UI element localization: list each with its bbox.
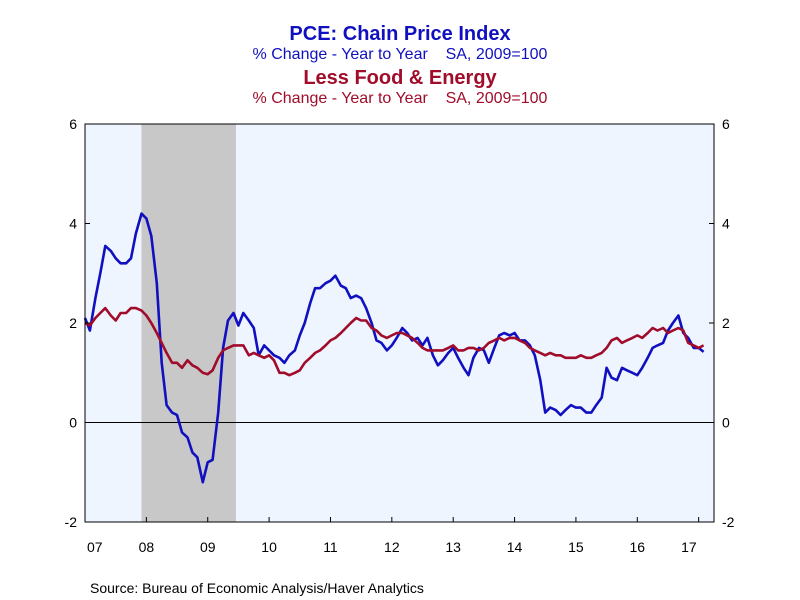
- y-tick-label-right: 6: [722, 116, 730, 132]
- source-note: Source: Bureau of Economic Analysis/Have…: [90, 580, 424, 596]
- y-tick-label-right: 4: [722, 216, 730, 232]
- x-tick-label: 13: [445, 539, 461, 555]
- y-tick-label-left: 2: [69, 315, 77, 331]
- x-tick-label: 15: [568, 539, 584, 555]
- series1-subtitle: % Change - Year to Year SA, 2009=100: [253, 46, 548, 63]
- y-axis-right: -2 0 2 4 6: [709, 116, 735, 530]
- y-axis-left: -2 0 2 4 6: [65, 116, 90, 530]
- x-tick-label: 14: [507, 539, 523, 555]
- series2-subtitle: % Change - Year to Year SA, 2009=100: [253, 90, 548, 107]
- x-tick-label: 16: [630, 539, 646, 555]
- x-tick-label: 17: [681, 539, 697, 555]
- series2-title: Less Food & Energy: [303, 67, 497, 89]
- series-line-2: [84, 306, 705, 377]
- x-tick-label: 12: [384, 539, 400, 555]
- series1-title: PCE: Chain Price Index: [289, 23, 510, 45]
- y-tick-label-right: -2: [722, 514, 735, 530]
- x-axis: 07 08 09 10 11 12 13 14 15 16 17: [84, 517, 700, 555]
- y-tick-label-left: -2: [65, 514, 78, 530]
- y-tick-label-right: 0: [722, 415, 730, 431]
- series-line-1: [83, 212, 705, 484]
- y-tick-label-right: 2: [722, 315, 730, 331]
- x-tick-label: 11: [323, 539, 338, 555]
- x-tick-label: 07: [87, 539, 103, 555]
- recession-shading: [141, 124, 236, 522]
- x-tick-label: 09: [200, 539, 216, 555]
- series-layer: [83, 212, 705, 484]
- x-tick-label: 08: [139, 539, 155, 555]
- y-tick-label-left: 0: [69, 415, 77, 431]
- x-tick-label: 10: [261, 539, 277, 555]
- y-tick-label-left: 4: [69, 216, 77, 232]
- y-tick-label-left: 6: [69, 116, 77, 132]
